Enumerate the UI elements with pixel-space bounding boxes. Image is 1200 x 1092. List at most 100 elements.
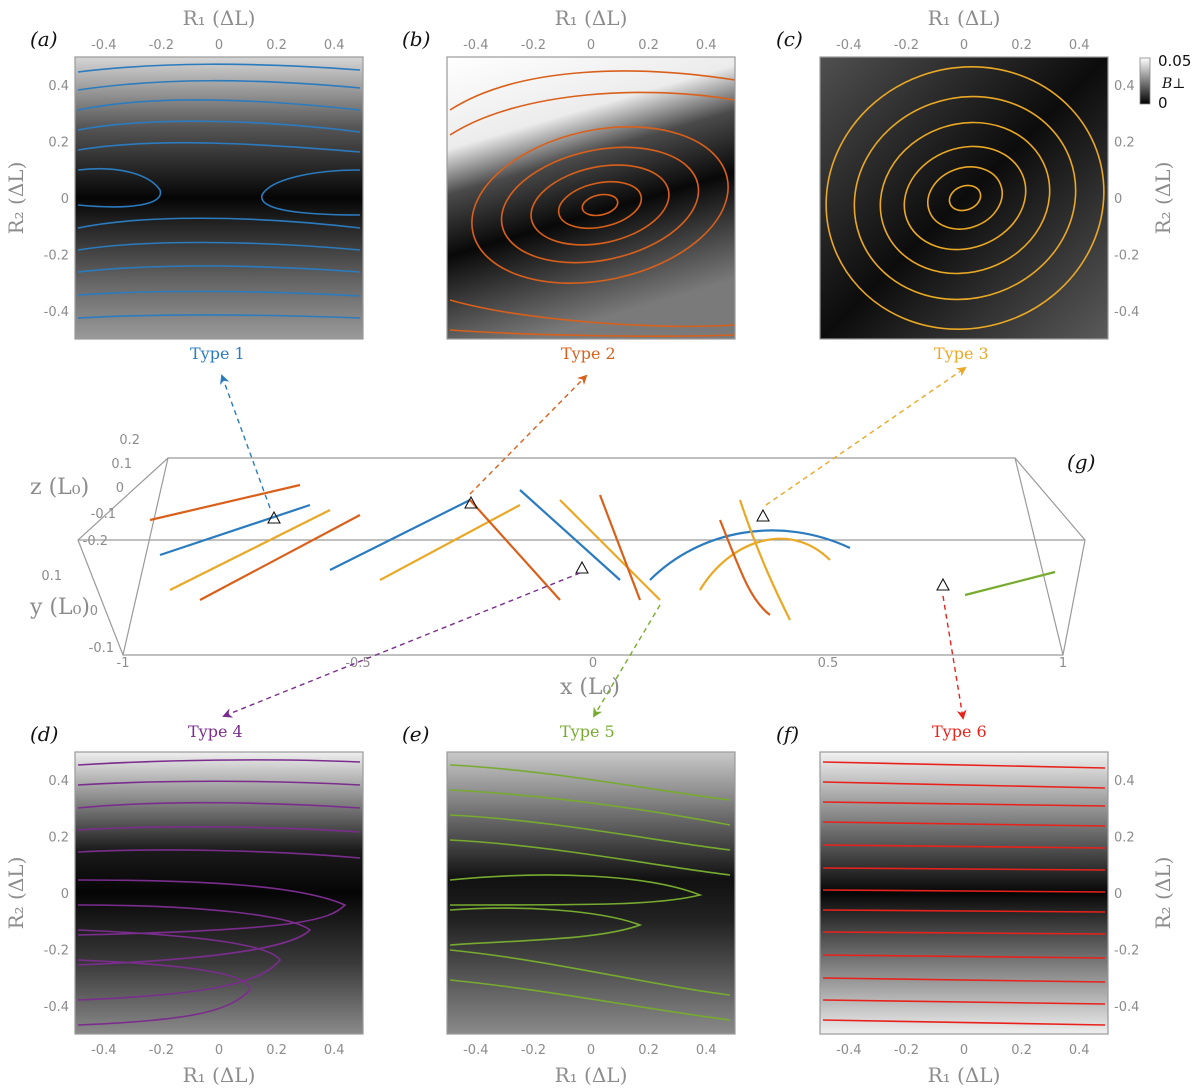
r1-tick: 0 xyxy=(960,1043,968,1058)
connector-type5 xyxy=(592,604,661,718)
panel-d-r1-label: R₁ (ΔL) xyxy=(183,1063,256,1087)
y-tick: 0.1 xyxy=(41,569,62,584)
panel-e-field xyxy=(447,752,735,1034)
connector-type3 xyxy=(765,366,967,506)
r1-tick: -0.4 xyxy=(463,1043,488,1058)
r2-tick: 0 xyxy=(1114,192,1122,207)
r1-tick: -0.2 xyxy=(149,1043,174,1058)
r2-tick: -0.4 xyxy=(1114,1000,1139,1015)
panel-a-streamlines xyxy=(77,63,361,319)
panel-b-r1-label: R₁ (ΔL) xyxy=(555,6,628,30)
connector-type1 xyxy=(220,374,271,509)
panel-a-r2-label: R₂ (ΔL) xyxy=(4,162,28,235)
r1-tick: 0.4 xyxy=(1069,38,1090,53)
r1-tick: 0.4 xyxy=(324,1043,345,1058)
r1-tick: 0.2 xyxy=(1011,38,1032,53)
panel-f-r1-label: R₁ (ΔL) xyxy=(928,1063,1001,1087)
r1-tick: 0 xyxy=(587,38,595,53)
z-tick: -0.2 xyxy=(83,534,108,549)
r2-tick: 0 xyxy=(61,192,69,207)
r1-tick: 0.2 xyxy=(266,38,287,53)
r1-tick: -0.4 xyxy=(91,38,116,53)
connector-type4 xyxy=(222,572,581,718)
r2-tick: 0.4 xyxy=(48,774,69,789)
z-tick: 0.1 xyxy=(111,457,132,472)
panel-g-fieldlines xyxy=(149,483,1056,621)
panel-d-streamlines xyxy=(77,759,361,1026)
r1-tick: 0 xyxy=(215,38,223,53)
panel-c-field xyxy=(820,57,1108,339)
panel-c-r2-label: R₂ (ΔL) xyxy=(1151,162,1175,235)
colorbar-min: 0 xyxy=(1158,94,1168,112)
r2-tick: 0 xyxy=(1114,887,1122,902)
r1-tick: 0 xyxy=(587,1043,595,1058)
r2-tick: -0.2 xyxy=(44,248,69,263)
colorbar-quantity: B⊥ xyxy=(1161,76,1185,92)
panel-d: (d) xyxy=(30,722,364,1035)
y-tick: 0 xyxy=(90,604,98,619)
x-tick: 1 xyxy=(1059,656,1067,671)
y-tick: -0.1 xyxy=(89,641,114,656)
connector-type6 xyxy=(942,595,967,720)
panel-g-z-label: z (L₀) xyxy=(30,475,89,500)
panel-a: (a) xyxy=(30,27,364,340)
r2-tick: 0.4 xyxy=(1114,774,1135,789)
type4-marker-icon xyxy=(575,560,589,574)
panel-g-x-label: x (L₀) xyxy=(560,675,620,700)
r2-tick: -0.4 xyxy=(44,305,69,320)
panel-e-streamlines xyxy=(449,764,731,1021)
type2-label: Type 2 xyxy=(561,344,616,363)
panel-g: -1 -0.5 0 0.5 1 0.1 0 -0.1 0.2 0.1 0 -0.… xyxy=(29,433,1095,700)
panel-g-y-label: y (L₀) xyxy=(29,595,90,620)
r1-tick: 0 xyxy=(215,1043,223,1058)
r1-tick: 0.4 xyxy=(696,1043,717,1058)
r1-tick: -0.4 xyxy=(836,38,861,53)
r2-tick: 0.2 xyxy=(48,831,69,846)
type6-label: Type 6 xyxy=(932,722,987,741)
panel-e-label: (e) xyxy=(402,722,429,746)
panel-a-label: (a) xyxy=(30,27,58,51)
type5-label: Type 5 xyxy=(560,722,615,741)
type1-marker-icon xyxy=(267,510,281,524)
colorbar-scale xyxy=(1139,57,1151,105)
r1-tick: 0.4 xyxy=(324,38,345,53)
r1-tick: -0.2 xyxy=(149,38,174,53)
r1-tick: 0.2 xyxy=(266,1043,287,1058)
r1-tick: 0.4 xyxy=(1069,1043,1090,1058)
r1-tick: -0.4 xyxy=(463,38,488,53)
panel-e-r1-label: R₁ (ΔL) xyxy=(555,1063,628,1087)
r2-tick: -0.2 xyxy=(1114,248,1139,263)
x-tick: 0 xyxy=(589,656,597,671)
x-tick: -1 xyxy=(117,656,130,671)
z-tick: 0.2 xyxy=(119,433,140,448)
x-tick: -0.5 xyxy=(345,656,370,671)
panel-f-r2-label: R₂ (ΔL) xyxy=(1151,857,1175,930)
panel-d-field xyxy=(75,752,363,1034)
panel-b: (b) xyxy=(402,27,736,340)
panel-g-box xyxy=(77,457,1086,656)
type6-marker-icon xyxy=(936,577,950,591)
r1-tick: 0.2 xyxy=(638,1043,659,1058)
r2-tick: 0 xyxy=(61,887,69,902)
panel-g-y-ticks: 0.1 0 -0.1 xyxy=(41,569,114,656)
r2-tick: 0.2 xyxy=(1114,136,1135,151)
panel-a-field xyxy=(75,57,363,339)
panel-f-field xyxy=(820,752,1108,1034)
panel-e: (e) xyxy=(402,722,736,1035)
type3-label: Type 3 xyxy=(934,344,989,363)
r1-tick: -0.4 xyxy=(91,1043,116,1058)
type3-marker-icon xyxy=(756,508,770,522)
r1-tick: 0.2 xyxy=(1011,1043,1032,1058)
colorbar: 0.05 0 B⊥ xyxy=(1139,52,1191,112)
r1-tick: 0.2 xyxy=(638,38,659,53)
panel-c-r1-label: R₁ (ΔL) xyxy=(928,6,1001,30)
r1-tick: -0.2 xyxy=(894,1043,919,1058)
panel-b-streamlines xyxy=(449,70,736,337)
r2-tick: 0.4 xyxy=(1114,79,1135,94)
panel-g-z-ticks: 0.2 0.1 0 -0.1 -0.2 xyxy=(83,433,140,549)
r1-tick: -0.4 xyxy=(836,1043,861,1058)
r1-tick: -0.2 xyxy=(521,1043,546,1058)
r2-tick: 0.4 xyxy=(48,79,69,94)
panel-c: (c) xyxy=(776,27,1109,340)
